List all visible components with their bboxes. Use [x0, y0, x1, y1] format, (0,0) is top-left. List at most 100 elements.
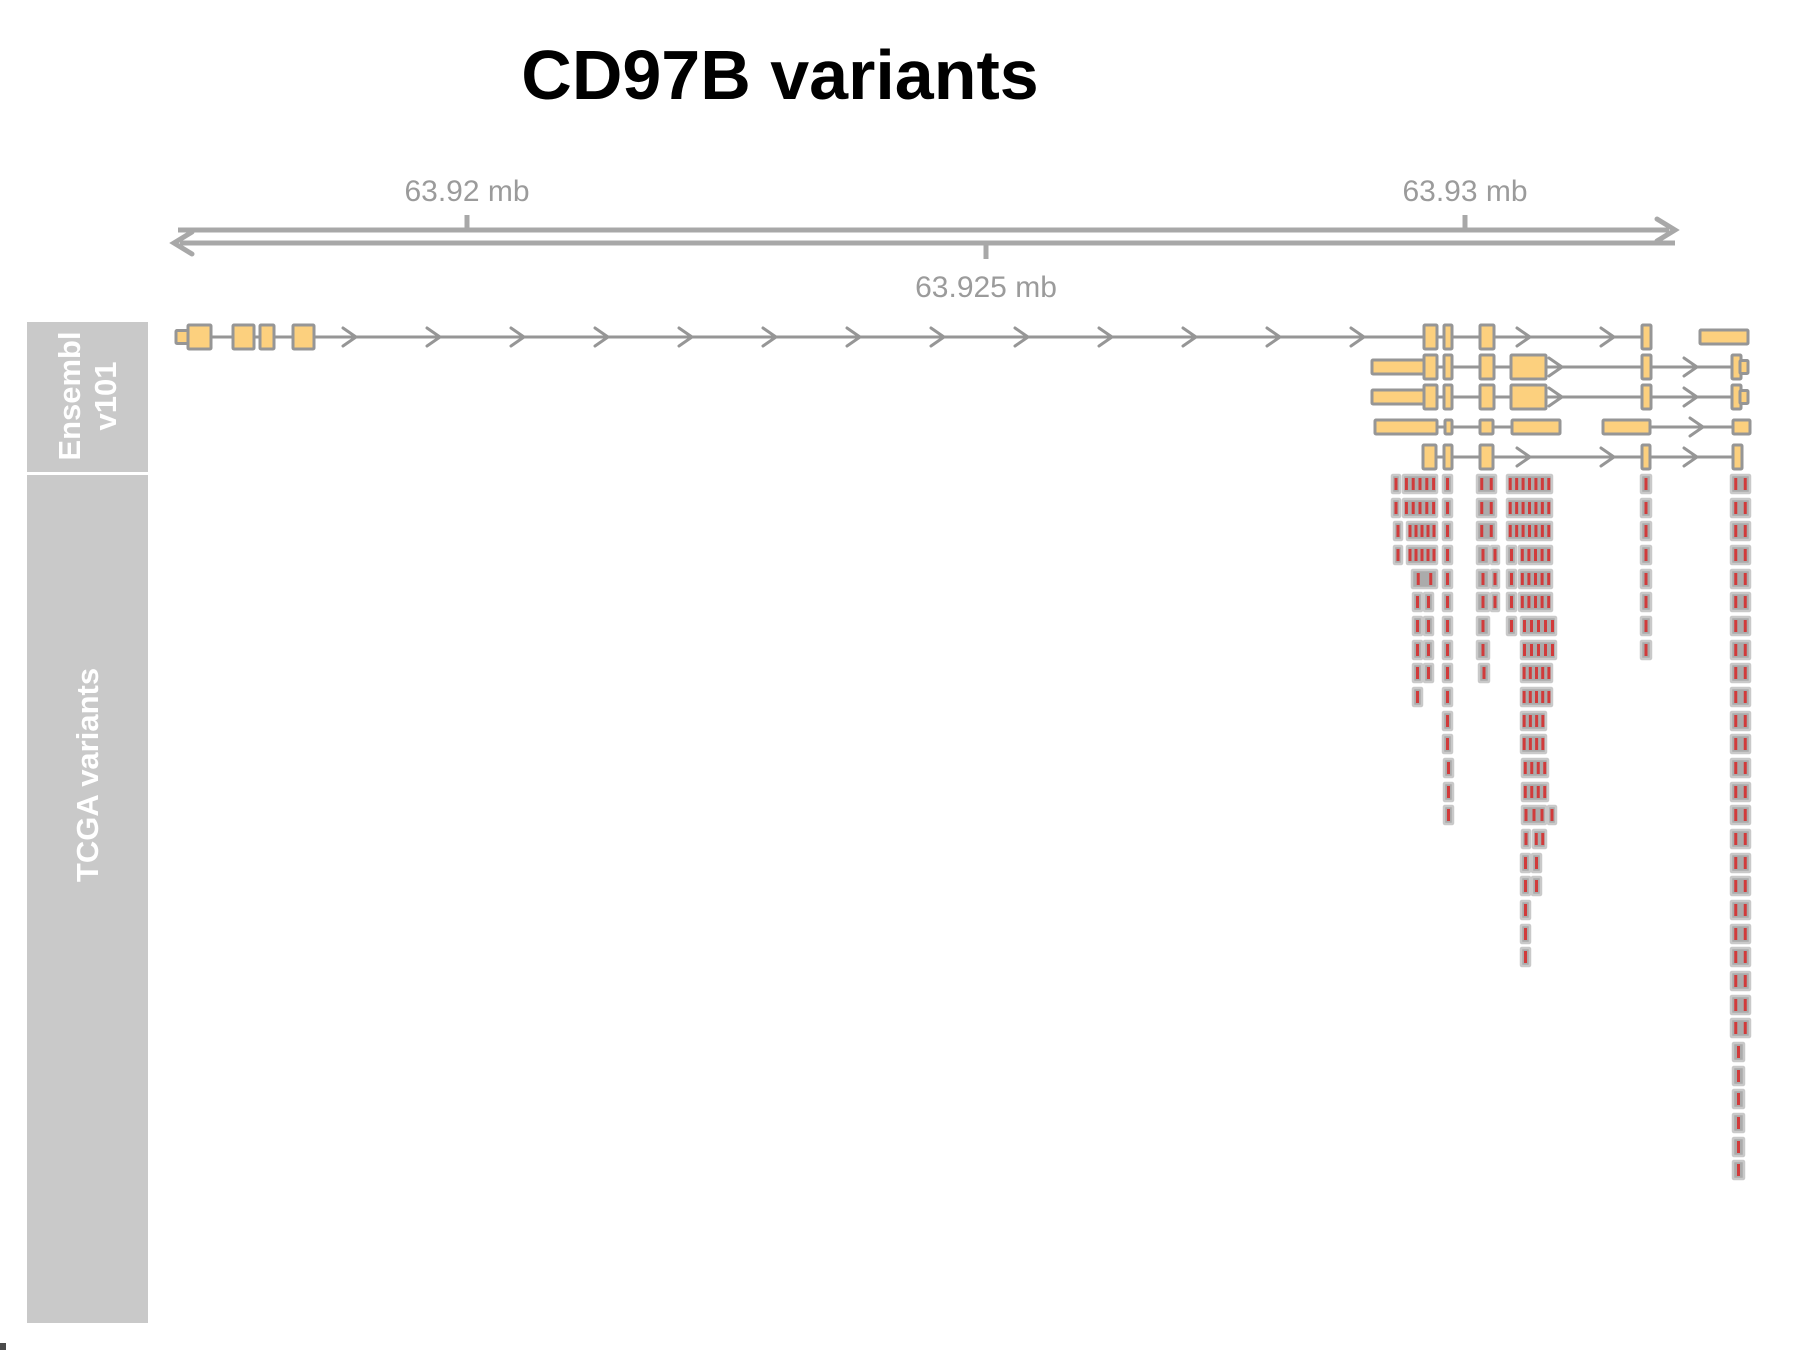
- exon: [1442, 443, 1454, 471]
- strand-arrow-icon: [1013, 326, 1031, 348]
- variant-box: [1729, 568, 1752, 590]
- exon: [1509, 383, 1548, 411]
- exon: [1478, 353, 1496, 381]
- strand-arrow-icon: [1181, 326, 1199, 348]
- variant-box: [1729, 875, 1752, 897]
- exon: [1370, 388, 1428, 406]
- strand-arrow-icon: [677, 326, 695, 348]
- exon: [1442, 383, 1454, 411]
- exon: [186, 323, 213, 351]
- variant-box: [1729, 733, 1752, 755]
- strand-arrow-icon: [845, 326, 863, 348]
- variant-box: [1729, 994, 1752, 1016]
- strand-arrow-icon: [1097, 326, 1115, 348]
- exon: [1478, 443, 1495, 471]
- strand-arrow-icon: [1265, 326, 1283, 348]
- variant-box: [1729, 1017, 1752, 1039]
- exon: [1509, 353, 1548, 381]
- variant-box: [1729, 757, 1752, 779]
- exon: [1640, 443, 1652, 471]
- variant-box: [1729, 662, 1752, 684]
- axis-tick-label-63-925: 63.925 mb: [915, 271, 1057, 304]
- strand-arrow-icon: [929, 326, 947, 348]
- exon: [1731, 443, 1744, 471]
- strand-arrow-icon: [341, 326, 359, 348]
- gene-track-label: Ensembl v101: [52, 331, 123, 461]
- variant-box: [1520, 781, 1550, 803]
- variant-box: [1519, 733, 1548, 755]
- strand-arrow-icon: [1688, 416, 1706, 438]
- variant-box: [1729, 686, 1752, 708]
- exon: [1443, 418, 1454, 436]
- exon: [1738, 389, 1750, 405]
- exon: [1478, 383, 1496, 411]
- exon: [1478, 323, 1496, 351]
- variant-box: [1410, 568, 1439, 590]
- exon: [1640, 353, 1653, 381]
- variant-box: [1729, 923, 1752, 945]
- variant-box: [1520, 757, 1550, 779]
- exon: [1422, 383, 1439, 411]
- variant-box: [1729, 804, 1752, 826]
- variant-box: [1729, 591, 1752, 613]
- variant-box: [1729, 781, 1752, 803]
- gene-track-label-box: [27, 322, 148, 472]
- exon: [1421, 443, 1438, 471]
- axis-forward-arrow-icon: [1654, 216, 1680, 244]
- variant-box: [1729, 946, 1752, 968]
- exon: [1640, 383, 1653, 411]
- axis-tick-label-63-93: 63.93 mb: [1402, 175, 1528, 208]
- strand-arrow-icon: [1682, 356, 1700, 378]
- variant-track-label: TCGA variants: [70, 667, 105, 883]
- exon: [1601, 418, 1652, 436]
- variant-box: [1475, 473, 1498, 495]
- strand-arrow-icon: [1515, 446, 1533, 468]
- exon: [1373, 418, 1439, 436]
- strand-arrow-icon: [1349, 326, 1367, 348]
- exon: [1731, 418, 1752, 436]
- plot-title: CD97B variants: [521, 36, 1039, 114]
- exon: [1442, 353, 1454, 381]
- variant-box: [1519, 710, 1548, 732]
- variant-box: [1729, 970, 1752, 992]
- variant-box: [1729, 828, 1752, 850]
- variant-box: [1729, 710, 1752, 732]
- strand-arrow-icon: [593, 326, 611, 348]
- axis-reverse-arrow-icon: [169, 229, 195, 257]
- strand-arrow-icon: [1599, 446, 1617, 468]
- variant-box: [1729, 497, 1752, 519]
- variant-track-label-box: [27, 475, 148, 1323]
- exon: [1510, 418, 1562, 436]
- exon: [1370, 358, 1428, 376]
- exon: [258, 323, 276, 351]
- exon: [1442, 323, 1454, 351]
- variant-box: [1475, 497, 1498, 519]
- strand-arrow-icon: [1599, 326, 1617, 348]
- strand-arrow-icon: [1515, 326, 1533, 348]
- strand-arrow-icon: [425, 326, 443, 348]
- strand-arrow-icon: [1682, 446, 1700, 468]
- exon: [1422, 353, 1439, 381]
- exon: [1738, 359, 1750, 375]
- variant-box: [1729, 615, 1752, 637]
- strand-arrow-icon: [761, 326, 779, 348]
- exon: [1478, 418, 1495, 436]
- exon: [1640, 323, 1653, 351]
- variant-box: [1729, 473, 1752, 495]
- exon: [291, 323, 316, 351]
- variant-box: [1729, 520, 1752, 542]
- variant-box: [1729, 639, 1752, 661]
- variant-box: [1475, 520, 1498, 542]
- variant-box: [1729, 852, 1752, 874]
- exon: [1698, 328, 1750, 346]
- strand-arrow-icon: [1547, 386, 1565, 408]
- strand-arrow-icon: [509, 326, 527, 348]
- exon: [231, 323, 256, 351]
- axis-tick-label-63-92: 63.92 mb: [404, 175, 530, 208]
- strand-arrow-icon: [1547, 356, 1565, 378]
- stray-mark: [0, 1343, 6, 1350]
- strand-arrow-icon: [1682, 386, 1700, 408]
- variant-box: [1729, 544, 1752, 566]
